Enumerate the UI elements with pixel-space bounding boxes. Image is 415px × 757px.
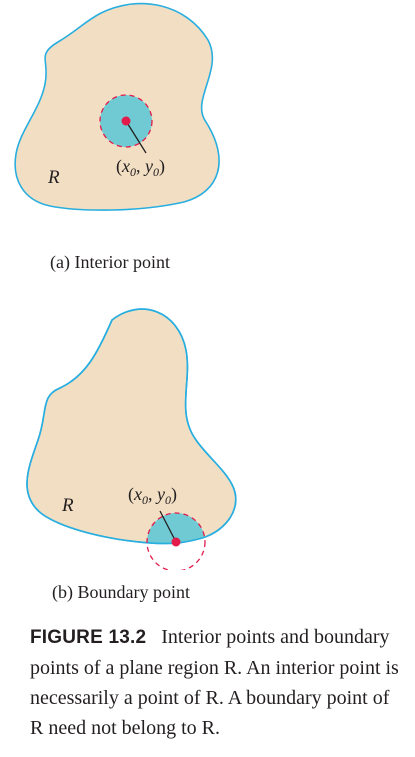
radius-line — [159, 510, 177, 543]
figure-caption: FIGURE 13.2 Interior points and boundary… — [30, 622, 405, 743]
panel-b-svg: (x0, y0) R — [26, 308, 237, 572]
panel-b-caption: (b) Boundary point — [52, 582, 190, 602]
region-label: R — [61, 495, 74, 516]
point-label: (x0, y0) — [116, 156, 165, 179]
point-x0-y0 — [171, 537, 181, 547]
panel-a-caption: (a) Interior point — [50, 252, 170, 272]
neighborhood-dashed-circle — [99, 94, 153, 148]
point-x0-y0 — [121, 116, 131, 126]
point-label: (x0, y0) — [128, 484, 177, 507]
figure-caption-text: Interior points and boundary points of a… — [30, 626, 399, 739]
panel-a-svg: (x0, y0) R — [14, 2, 220, 211]
figure-number: FIGURE 13.2 — [30, 627, 147, 648]
panel-b-diagram: (x0, y0) R — [0, 300, 415, 572]
region-label: R — [47, 167, 60, 188]
radius-line — [125, 120, 147, 154]
panel-a-diagram: (x0, y0) R — [0, 0, 415, 240]
region-r-shape — [26, 308, 237, 545]
